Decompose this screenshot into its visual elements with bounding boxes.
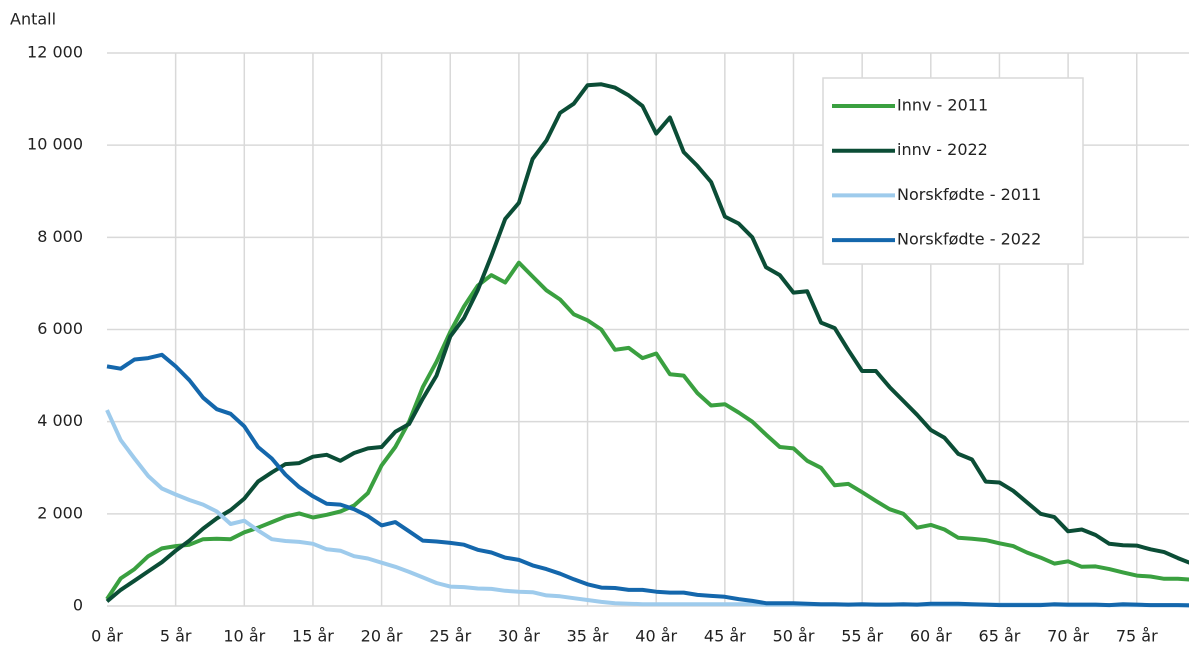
y-tick-label: 4 000 [37,411,83,430]
x-tick-label: 25 år [429,627,471,646]
y-tick-label: 10 000 [27,135,83,154]
y-tick-label: 0 [73,596,83,615]
x-tick-label: 50 år [773,627,815,646]
y-tick-label: 8 000 [37,227,83,246]
y-tick-label: 12 000 [27,43,83,62]
y-axis-label: Antall [10,10,56,29]
x-tick-label: 10 år [223,627,265,646]
x-tick-label: 75 år [1116,627,1158,646]
x-tick-label: 45 år [704,627,746,646]
legend-label: innv - 2022 [897,140,988,159]
x-tick-label: 55 år [841,627,883,646]
x-tick-label: 0 år [91,627,123,646]
x-tick-label: 40 år [635,627,677,646]
series-line [105,409,1189,608]
series-line [105,82,1189,603]
legend-label: Norskfødte - 2022 [897,230,1041,249]
legend: Innv - 2011 innv - 2022 Norskfødte - 2011 N… [822,77,1084,265]
y-tick-label: 6 000 [37,319,83,338]
x-tick-label: 60 år [910,627,952,646]
series-line [105,260,1189,601]
y-tick-label: 2 000 [37,503,83,522]
legend-label: Innv - 2011 [897,96,988,115]
x-tick-label: 70 år [1047,627,1089,646]
x-tick-label: 5 år [160,627,192,646]
x-tick-label: 30 år [498,627,540,646]
x-tick-label: 65 år [979,627,1021,646]
legend-label: Norskfødte - 2011 [897,185,1041,204]
series-line [106,352,1189,608]
x-tick-label: 15 år [292,627,334,646]
x-tick-label: 35 år [567,627,609,646]
legend-box [822,77,1084,265]
x-tick-label: 20 år [361,627,403,646]
